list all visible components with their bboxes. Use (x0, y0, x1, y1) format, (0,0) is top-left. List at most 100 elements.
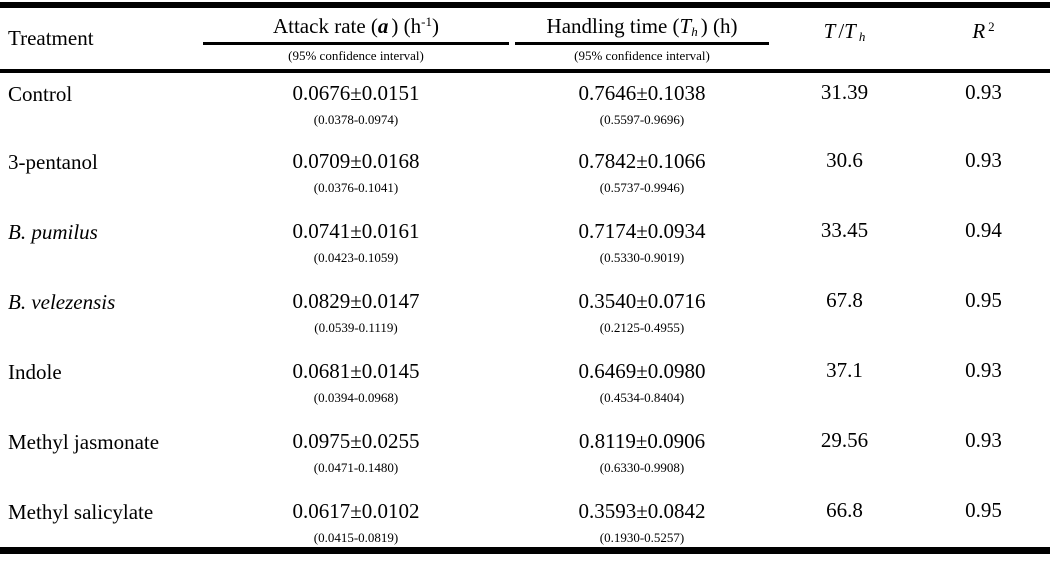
r-squared-value: 0.94 (965, 218, 1002, 242)
t-over-th-value: 29.56 (820, 428, 869, 452)
attack-rate-ci: (0.0415-0.0819) (313, 530, 399, 546)
r-squared-cell: 0.93 (917, 71, 1050, 141)
attack-rate-value: 0.0741±0.0161 (292, 219, 420, 243)
attack-rate-value: 0.0975±0.0255 (292, 429, 420, 453)
attack-rate-cell: 0.0617±0.0102 (0.0415-0.0819) (200, 491, 512, 550)
handling-header-mid: ) (h) (700, 14, 738, 38)
treatment-cell: B. pumilus (0, 211, 200, 281)
handling-time-ci: (0.5737-0.9946) (599, 180, 685, 196)
table-body: Control 0.0676±0.0151 (0.0378-0.0974) 0.… (0, 71, 1050, 550)
slash: / (838, 19, 845, 43)
th-symbol: T (844, 19, 856, 43)
t-over-th-cell: 31.39 (772, 71, 917, 141)
attack-rate-ci: (0.0471-0.1480) (313, 460, 399, 476)
table-header: Treatment Attack rate (a) (h-1) (95% con… (0, 5, 1050, 73)
handling-time-ci: (0.4534-0.8404) (599, 390, 685, 406)
t-over-th-value: 31.39 (820, 80, 869, 104)
handling-time-cell: 0.6469±0.0980 (0.4534-0.8404) (512, 351, 772, 421)
t-over-th-cell: 29.56 (772, 421, 917, 491)
attack-rate-ci: (0.0376-0.1041) (313, 180, 399, 196)
handling-time-value: 0.3593±0.0842 (578, 499, 706, 523)
treatment-label: Methyl jasmonate (8, 430, 160, 454)
r-squared-cell: 0.93 (917, 141, 1050, 211)
handling-time-cell: 0.7842±0.1066 (0.5737-0.9946) (512, 141, 772, 211)
attack-exponent: -1 (421, 13, 433, 29)
treatment-label: Methyl salicylate (8, 500, 154, 524)
treatment-label: Control (8, 82, 73, 106)
th-subscript: h (858, 29, 866, 45)
attack-rate-cell: 0.0681±0.0145 (0.0394-0.0968) (200, 351, 512, 421)
attack-rate-cell: 0.0829±0.0147 (0.0539-0.1119) (200, 281, 512, 351)
attack-rate-ci: (0.0394-0.0968) (313, 390, 399, 406)
r-squared-value: 0.93 (965, 358, 1002, 382)
column-header-attack-rate: Attack rate (a) (h-1) (95% confidence in… (200, 5, 512, 73)
r-squared-value: 0.95 (965, 288, 1002, 312)
handling-time-cell: 0.7646±0.1038 (0.5597-0.9696) (512, 71, 772, 141)
r-squared-cell: 0.94 (917, 211, 1050, 281)
attack-header-prefix: Attack rate ( (272, 14, 378, 38)
attack-header-suffix: ) (432, 14, 440, 38)
treatment-cell: Indole (0, 351, 200, 421)
attack-rate-ci: (0.0539-0.1119) (314, 320, 398, 336)
handling-time-cell: 0.3540±0.0716 (0.2125-0.4955) (512, 281, 772, 351)
handling-time-ci: (0.5597-0.9696) (599, 112, 685, 128)
handling-time-value: 0.6469±0.0980 (578, 359, 706, 383)
r-squared-cell: 0.93 (917, 351, 1050, 421)
handling-time-value: 0.7646±0.1038 (578, 81, 706, 105)
attack-rate-value: 0.0681±0.0145 (292, 359, 420, 383)
t-over-th-value: 67.8 (826, 288, 863, 312)
r-squared-value: 0.93 (965, 148, 1002, 172)
handling-time-ci: (0.6330-0.9908) (599, 460, 685, 476)
handling-time-ci: (0.5330-0.9019) (599, 250, 685, 266)
handling-subscript: h (691, 24, 698, 40)
treatment-cell: B. velezensis (0, 281, 200, 351)
treatment-cell: Methyl salicylate (0, 491, 200, 550)
table-row: Control 0.0676±0.0151 (0.0378-0.0974) 0.… (0, 71, 1050, 141)
handling-time-value: 0.7842±0.1066 (578, 149, 706, 173)
attack-rate-cell: 0.0975±0.0255 (0.0471-0.1480) (200, 421, 512, 491)
treatment-header-label: Treatment (8, 26, 94, 50)
t-over-th-cell: 37.1 (772, 351, 917, 421)
attack-rate-value: 0.0829±0.0147 (292, 289, 420, 313)
attack-rate-cell: 0.0709±0.0168 (0.0376-0.1041) (200, 141, 512, 211)
treatment-cell: Methyl jasmonate (0, 421, 200, 491)
r-symbol: R (972, 19, 986, 43)
t-over-th-value: 30.6 (826, 148, 863, 172)
attack-symbol: a (377, 14, 389, 38)
treatment-label: 3-pentanol (8, 150, 98, 174)
r-exponent: 2 (988, 18, 995, 34)
attack-ci-note: (95% confidence interval) (288, 48, 424, 63)
handling-time-ci: (0.1930-0.5257) (599, 530, 685, 546)
attack-rate-value: 0.0617±0.0102 (292, 499, 420, 523)
treatment-label: B. pumilus (8, 220, 98, 244)
column-header-treatment: Treatment (0, 5, 200, 73)
t-over-th-cell: 30.6 (772, 141, 917, 211)
t-over-th-value: 66.8 (826, 498, 863, 522)
table-row: B. velezensis 0.0829±0.0147 (0.0539-0.11… (0, 281, 1050, 351)
column-header-t-over-th: T/T h (772, 5, 917, 73)
table-row: Indole 0.0681±0.0145 (0.0394-0.0968) 0.6… (0, 351, 1050, 421)
attack-rate-header-label: Attack rate (a) (h-1) (203, 14, 509, 45)
r-squared-cell: 0.93 (917, 421, 1050, 491)
attack-rate-cell: 0.0741±0.0161 (0.0423-0.1059) (200, 211, 512, 281)
handling-time-ci: (0.2125-0.4955) (599, 320, 685, 336)
treatment-cell: 3-pentanol (0, 141, 200, 211)
table-row: Methyl jasmonate 0.0975±0.0255 (0.0471-0… (0, 421, 1050, 491)
table-row: Methyl salicylate 0.0617±0.0102 (0.0415-… (0, 491, 1050, 550)
t-over-th-value: 37.1 (826, 358, 863, 382)
t-over-th-cell: 66.8 (772, 491, 917, 550)
attack-rate-ci: (0.0378-0.0974) (313, 112, 399, 128)
r-squared-value: 0.93 (965, 80, 1002, 104)
handling-ci-note: (95% confidence interval) (574, 48, 710, 63)
attack-rate-cell: 0.0676±0.0151 (0.0378-0.0974) (200, 71, 512, 141)
treatment-label: Indole (8, 360, 62, 384)
handling-symbol: T (679, 14, 692, 38)
handling-time-header-label: Handling time (Th) (h) (515, 14, 769, 45)
functional-response-table: Treatment Attack rate (a) (h-1) (95% con… (0, 2, 1050, 554)
treatment-cell: Control (0, 71, 200, 141)
header-row: Treatment Attack rate (a) (h-1) (95% con… (0, 5, 1050, 73)
r-squared-value: 0.95 (965, 498, 1002, 522)
attack-header-mid: ) (h (391, 14, 422, 38)
t-over-th-cell: 33.45 (772, 211, 917, 281)
